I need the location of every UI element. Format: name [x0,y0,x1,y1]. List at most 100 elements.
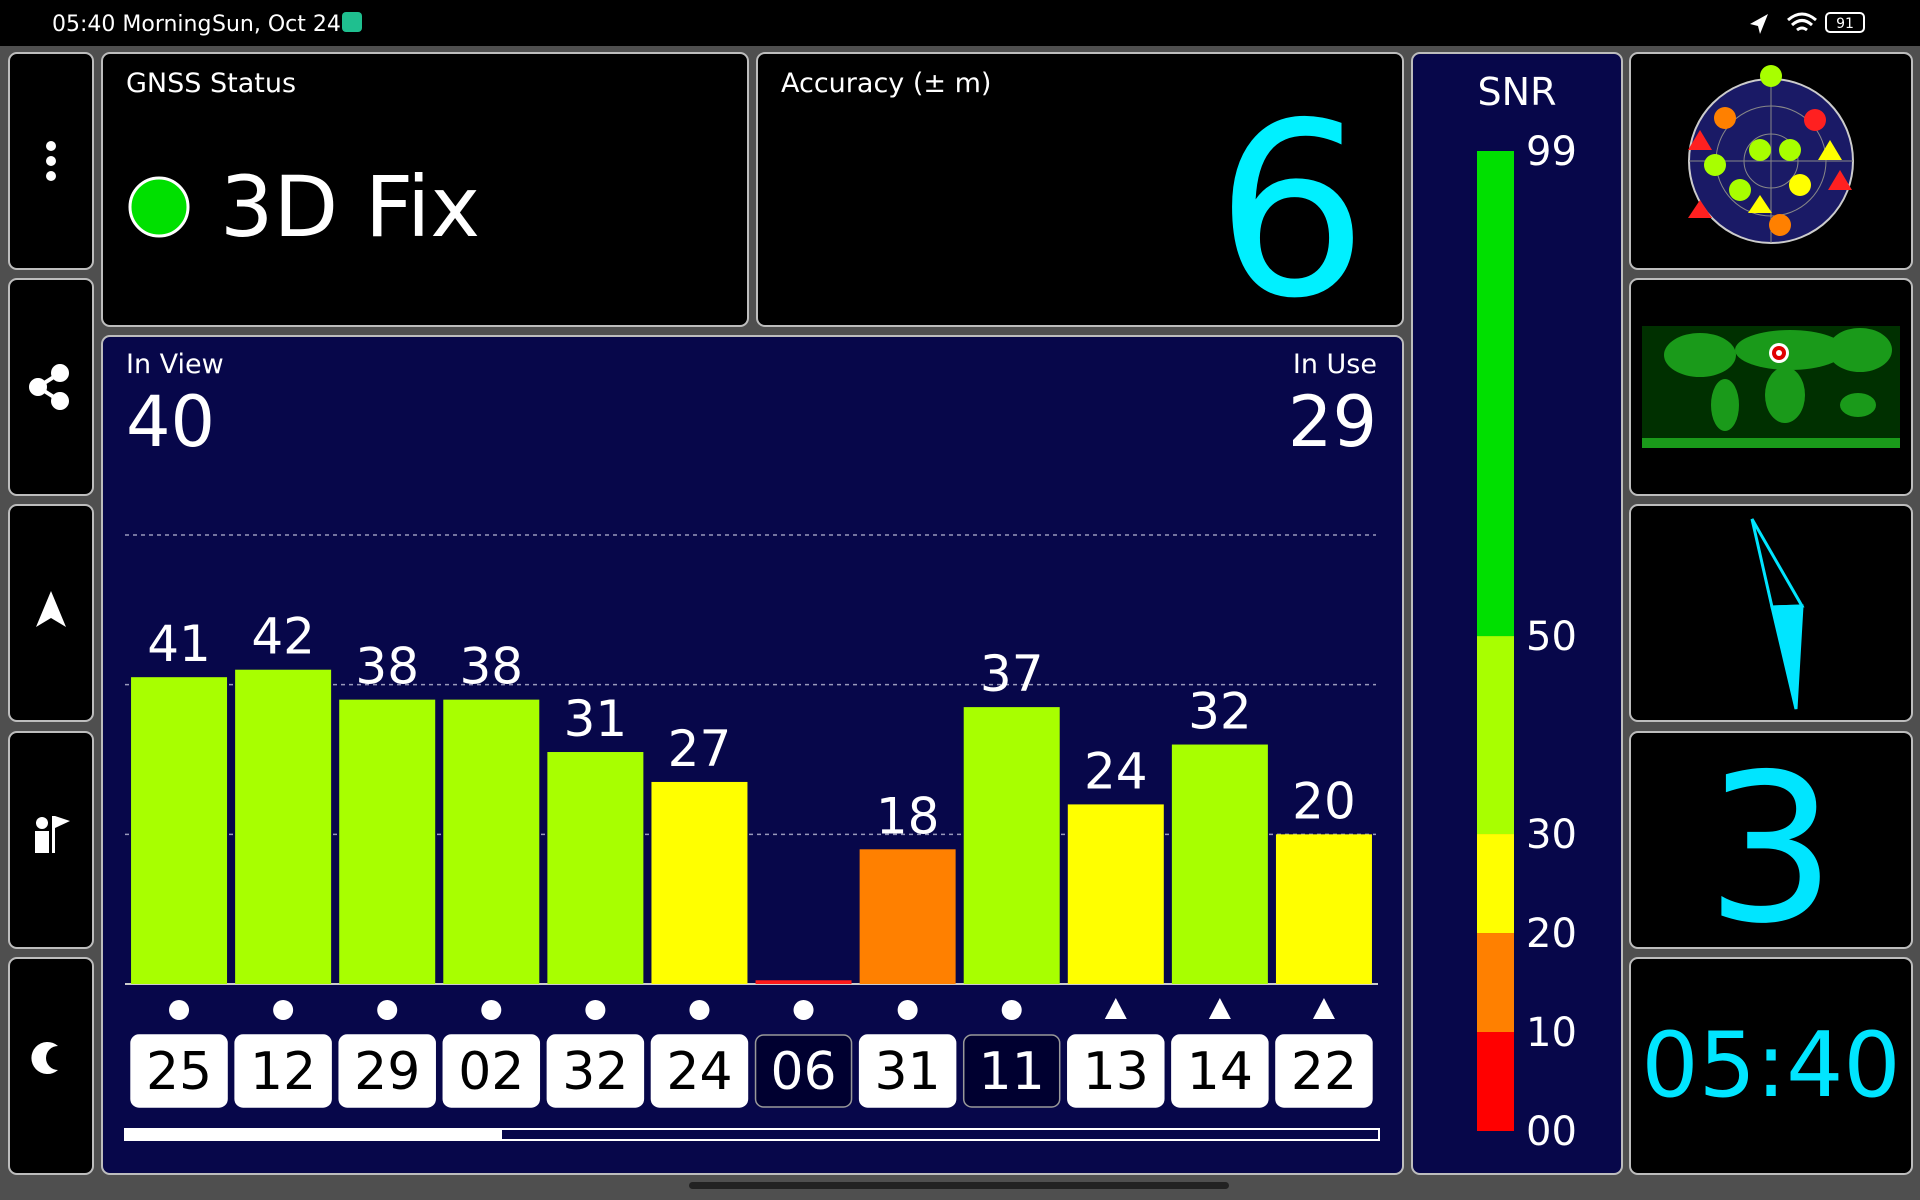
status-time: 05:40 Morning [52,12,211,37]
satellite-id-box [858,1034,957,1108]
snr-chart: 41 25 42 12 38 29 38 02 31 32 27 24 06 18 31 37 11 24 13 32… [125,534,1378,1108]
satellite-id: 22 [1291,1042,1357,1102]
accuracy-panel [756,52,1404,327]
left-menu [8,52,94,1175]
bar [547,752,644,984]
satellite-id-box [962,1034,1061,1108]
navigate-icon [36,591,66,627]
constellation-marker [689,1000,710,1020]
snr-band [1477,1032,1514,1131]
snr-tick-label: 50 [1526,614,1577,660]
constellation-marker [273,1000,294,1020]
bar [235,669,332,984]
wifi-icon [1787,12,1817,32]
satellite-id-box [338,1034,436,1108]
home-indicator[interactable] [689,1182,1229,1189]
constellation-marker [1208,998,1231,1019]
satellite-id: 12 [250,1042,316,1102]
satellite-id: 29 [354,1042,420,1102]
moon-icon [31,1042,58,1074]
snr-tick-label: 20 [1526,911,1577,957]
snr-title: SNR [1478,70,1557,114]
in-view-label: In View [126,349,224,380]
satellite-id: 31 [875,1042,941,1102]
satellite-id-box [1171,1034,1269,1108]
satellite-id-box [650,1034,749,1108]
snr-tick-label: 10 [1526,1010,1577,1056]
satellite-id-box [1067,1034,1165,1108]
constellation-marker [481,1000,502,1020]
clock-panel [1629,957,1913,1175]
share-button[interactable] [8,278,94,496]
accuracy-value: 6 [1215,71,1368,351]
panel-title: Accuracy (± m) [781,68,991,99]
battery-level: 91 [1836,16,1854,32]
constellation-marker [897,1000,918,1020]
app-icon [342,12,362,32]
satellite-id-box [130,1034,228,1108]
satellite-id: 25 [146,1042,212,1102]
bar [651,781,748,984]
bar [1275,834,1372,984]
satellite-id: 02 [458,1042,524,1102]
bar [443,699,540,984]
night-mode-button[interactable] [8,957,94,1175]
value-label: 24 [1084,742,1148,800]
fix-indicator [128,176,190,238]
share-icon [29,364,69,410]
value-label: 32 [1188,683,1252,741]
snr-band [1477,636,1514,835]
location-icon [1750,14,1768,34]
status-date: Sun, Oct 24 [212,12,341,37]
satellite-id: 06 [770,1042,836,1102]
value-label: 41 [147,615,211,673]
compass-button[interactable] [1629,504,1913,722]
satellite-id-box [754,1034,853,1108]
count-panel [1629,731,1913,949]
satellite-id: 14 [1187,1042,1253,1102]
fix-status: 3D Fix [220,158,480,256]
gnss-status-panel [101,52,749,327]
satellite-id-box [1275,1034,1373,1108]
scroll-thumb[interactable] [125,1129,502,1140]
value-label: 20 [1292,772,1356,830]
satellite-id: 32 [562,1042,628,1102]
world-map [1642,326,1900,448]
snr-scale: 99 50 30 20 10 00 [1477,129,1577,1155]
panel-title: GNSS Status [126,68,296,99]
constellation-marker [1104,998,1127,1019]
snr-tick-label: 00 [1526,1109,1577,1155]
icon [46,171,56,181]
constellation-marker [169,1000,190,1020]
in-view-count: 40 [126,381,215,463]
value-label: 31 [564,690,628,748]
sky-plot [1688,65,1854,244]
waypoint-button[interactable] [8,731,94,949]
icon [46,156,56,166]
satellite-id: 11 [979,1042,1045,1102]
status-bar [0,0,1920,46]
value-label: 18 [876,787,940,845]
constellation-marker [377,1000,398,1020]
battery-icon [1825,12,1865,33]
in-use-label: In Use [1293,349,1377,380]
value-label: 38 [459,638,523,696]
snr-panel [1411,52,1623,1175]
waypoint-icon [35,816,70,853]
snr-band [1477,151,1514,637]
snr-band [1477,933,1514,1033]
snr-band [1477,834,1514,934]
satellite-id-box [546,1034,645,1108]
bar [131,677,228,984]
satellite-id-box [442,1034,541,1108]
value-label: 37 [980,645,1044,703]
in-use-count: 29 [1288,381,1377,463]
constellation-marker [1312,998,1335,1019]
icon [46,141,56,151]
bar [1171,744,1268,984]
compass-needle [1750,518,1805,710]
satellite-id: 24 [666,1042,732,1102]
value-label: 42 [251,608,315,666]
satellite-id: 13 [1083,1042,1149,1102]
